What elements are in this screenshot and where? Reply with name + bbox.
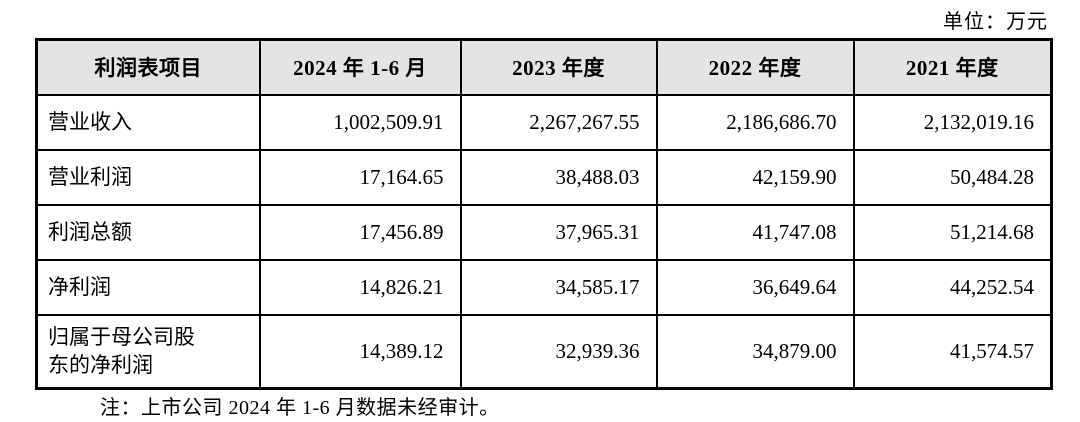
cell-value: 44,252.54 [852,258,1053,316]
table-row-operating-revenue: 营业收入 1,002,509.91 2,267,267.55 2,186,686… [35,93,1053,151]
row-label: 利润总额 [35,203,261,261]
header-row: 利润表项目 2024 年 1-6 月 2023 年度 2022 年度 2021 … [35,38,1053,96]
cell-value: 1,002,509.91 [258,93,462,151]
cell-value: 38,488.03 [459,148,658,206]
cell-value: 36,649.64 [655,258,855,316]
column-header-2022: 2022 年度 [655,38,855,96]
table-row-operating-profit: 营业利润 17,164.65 38,488.03 42,159.90 50,48… [35,148,1053,206]
cell-value: 2,132,019.16 [852,93,1053,151]
cell-value: 50,484.28 [852,148,1053,206]
cell-value: 42,159.90 [655,148,855,206]
cell-value: 37,965.31 [459,203,658,261]
table-row-net-profit-attributable-to-parent: 归属于母公司股东的净利润 14,389.12 32,939.36 34,879.… [35,313,1053,390]
row-label: 营业利润 [35,148,261,206]
column-header-item: 利润表项目 [35,38,261,96]
cell-value: 2,267,267.55 [459,93,658,151]
cell-value: 32,939.36 [459,313,658,390]
table-row-total-profit: 利润总额 17,456.89 37,965.31 41,747.08 51,21… [35,203,1053,261]
cell-value: 41,747.08 [655,203,855,261]
cell-value: 34,585.17 [459,258,658,316]
profit-statement-table: 利润表项目 2024 年 1-6 月 2023 年度 2022 年度 2021 … [35,38,1053,390]
row-label: 净利润 [35,258,261,316]
cell-value: 41,574.57 [852,313,1053,390]
column-header-2023: 2023 年度 [459,38,658,96]
cell-value: 17,164.65 [258,148,462,206]
column-header-2024h1: 2024 年 1-6 月 [258,38,462,96]
cell-value: 14,826.21 [258,258,462,316]
cell-value: 2,186,686.70 [655,93,855,151]
row-label: 营业收入 [35,93,261,151]
footnote: 注：上市公司 2024 年 1-6 月数据未经审计。 [100,397,500,419]
row-label: 归属于母公司股东的净利润 [35,313,261,390]
cell-value: 51,214.68 [852,203,1053,261]
cell-value: 17,456.89 [258,203,462,261]
cell-value: 34,879.00 [655,313,855,390]
cell-value: 14,389.12 [258,313,462,390]
unit-label: 单位：万元 [943,11,1048,33]
column-header-2021: 2021 年度 [852,38,1053,96]
table-row-net-profit: 净利润 14,826.21 34,585.17 36,649.64 44,252… [35,258,1053,316]
